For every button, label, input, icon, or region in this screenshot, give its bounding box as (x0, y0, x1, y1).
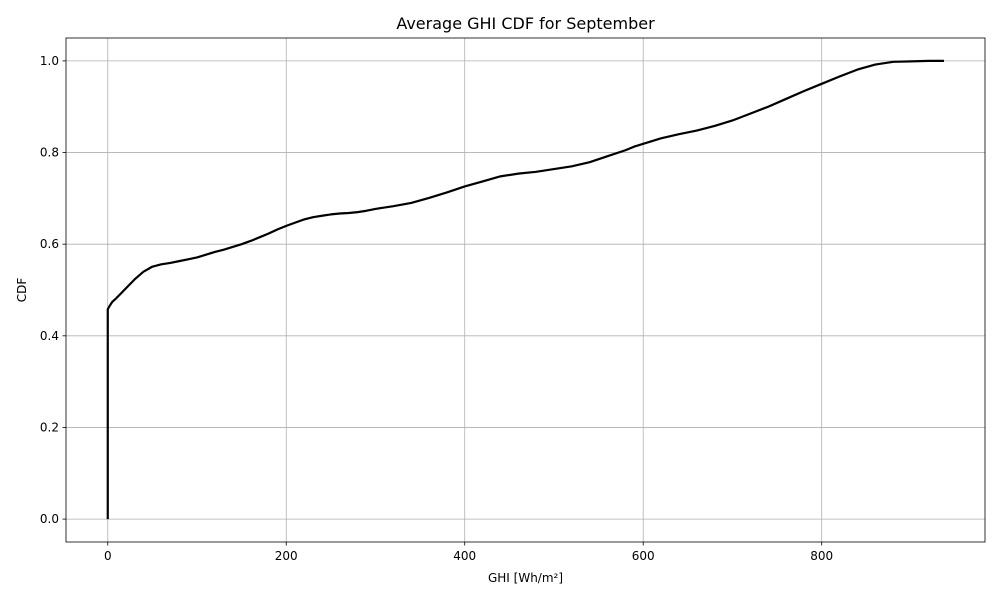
y-tick-label: 0.2 (40, 420, 59, 434)
y-tick-label: 0.8 (40, 146, 59, 160)
y-tick-label: 0.4 (40, 329, 59, 343)
x-axis-label: GHI [Wh/m²] (488, 571, 563, 585)
series-layer (106, 59, 944, 520)
x-tick-label: 800 (810, 549, 833, 563)
x-tick-label: 200 (275, 549, 298, 563)
x-tick-label: 600 (632, 549, 655, 563)
y-axis-label: CDF (15, 278, 29, 303)
x-tick-label: 400 (453, 549, 476, 563)
grid (66, 38, 985, 542)
cdf-line (106, 59, 944, 520)
ticks: 0 200 400 600 800 0.0 0.2 0.4 0.6 0.8 1.0 (40, 54, 833, 563)
y-tick-label: 0.6 (40, 237, 59, 251)
chart-title: Average GHI CDF for September (396, 14, 655, 33)
x-tick-label: 0 (104, 549, 112, 563)
plot-frame (65, 37, 986, 543)
y-tick-label: 0.0 (40, 512, 59, 526)
y-tick-label: 1.0 (40, 54, 59, 68)
